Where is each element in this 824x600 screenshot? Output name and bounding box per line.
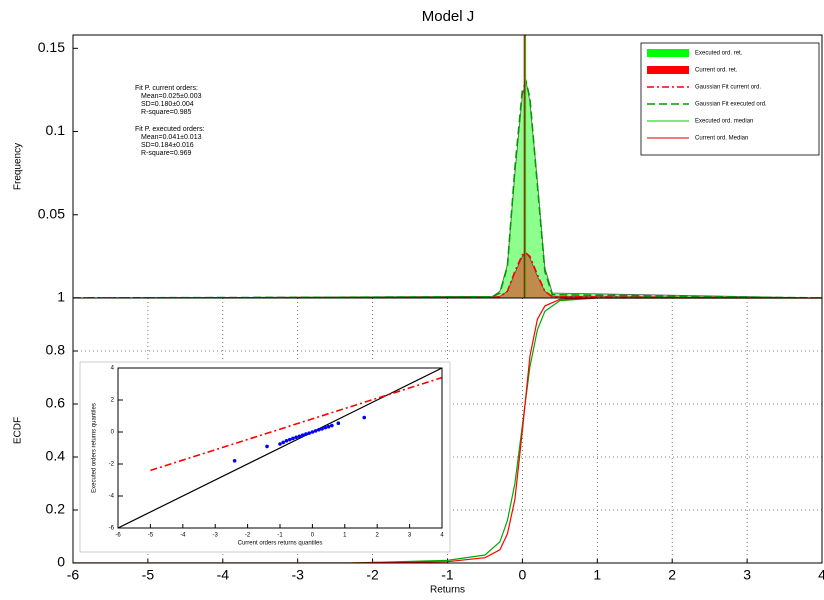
- x-tick-label: -3: [291, 567, 304, 583]
- y-tick-label: 4: [111, 366, 115, 372]
- annotation: Fit P. current orders:: [135, 85, 198, 92]
- series-line: [118, 368, 442, 528]
- point: [281, 440, 286, 445]
- x-tick-label: 0: [519, 567, 527, 583]
- y-tick-label: 0.6: [46, 395, 66, 411]
- x-tick-label: -1: [277, 533, 283, 539]
- x-tick-label: -2: [366, 567, 379, 583]
- point: [362, 415, 367, 420]
- point: [284, 439, 289, 443]
- x-tick-label: 0: [311, 533, 315, 539]
- point: [326, 424, 331, 429]
- y-tick-label: 0.8: [46, 342, 66, 358]
- x-tick-label: -6: [67, 567, 80, 583]
- x-tick-label: 2: [376, 533, 380, 539]
- point: [297, 434, 302, 439]
- legend-label: Executed ord. ret.: [695, 51, 743, 57]
- annotation: R-square=0.985: [141, 109, 192, 116]
- x-tick-label: -4: [180, 533, 186, 539]
- point: [336, 421, 341, 426]
- annotation: SD=0.184±0.016: [141, 142, 194, 149]
- x-tick-label: -6: [115, 533, 121, 539]
- y-tick-label: -2: [109, 462, 115, 468]
- legend-label: Current ord. Median: [695, 136, 748, 142]
- x-tick-label: 3: [408, 533, 412, 539]
- x-tick-label: 3: [743, 567, 751, 583]
- x-tick-label: -1: [441, 567, 454, 583]
- y-tick-label: 0.4: [46, 448, 66, 464]
- y-tick-label: -4: [109, 494, 115, 500]
- legend-box: [640, 42, 820, 156]
- x-tick-label: -5: [148, 533, 154, 539]
- point: [323, 425, 328, 430]
- series-line: [73, 298, 822, 563]
- point: [294, 435, 299, 440]
- x-tick-label: 4: [818, 567, 824, 583]
- series-line: [73, 298, 822, 563]
- x-tick-label: -2: [245, 533, 251, 539]
- plots: 0.05 0.1 0.15 Frequency Fit P. current order…: [13, 34, 824, 596]
- y-tick-label: 0: [111, 430, 115, 436]
- y-tick-label: 0.2: [46, 501, 66, 517]
- legend-label: Current ord. ret.: [695, 68, 738, 74]
- y-tick-label: 2: [111, 398, 115, 404]
- point: [310, 430, 315, 434]
- annotation: Fit P. executed orders:: [135, 126, 205, 133]
- x-tick-label: -5: [142, 567, 155, 583]
- legend-label: Executed ord. median: [695, 119, 753, 125]
- y-tick-label: -6: [109, 526, 115, 532]
- x-axis-label: Returns: [430, 585, 465, 596]
- x-axis-label: Current orders returns quantiles: [238, 541, 323, 547]
- point: [232, 459, 237, 463]
- point: [313, 429, 318, 433]
- point: [265, 444, 269, 449]
- y-axis-label: Frequency: [13, 143, 24, 190]
- y-axis-label: ECDF: [13, 417, 24, 444]
- point: [300, 433, 305, 438]
- y-tick-label: 0.05: [38, 205, 65, 221]
- x-tick-label: -4: [217, 567, 230, 583]
- point: [291, 436, 295, 441]
- legend-label: Gaussian Fit current ord.: [695, 85, 761, 91]
- legend-label: Gaussian Fit executed ord.: [695, 102, 767, 108]
- axes-frame: [117, 367, 443, 529]
- x-tick-label: -3: [213, 533, 219, 539]
- y-tick-label: 1: [57, 289, 65, 305]
- series-line: [73, 252, 822, 298]
- y-axis-label: Executed orders returns quantiles: [92, 403, 98, 493]
- annotation: SD=0.180±0.004: [141, 101, 194, 108]
- series-line: [150, 376, 442, 472]
- annotation: Mean=0.025±0.003: [141, 93, 202, 100]
- point: [307, 431, 311, 435]
- y-tick-label: 0: [57, 554, 65, 570]
- point: [278, 442, 282, 446]
- point: [317, 427, 321, 432]
- chart-title: Model J: [422, 8, 475, 25]
- point: [330, 423, 334, 428]
- x-tick-label: 2: [668, 567, 676, 583]
- annotation: Mean=0.041±0.013: [141, 134, 202, 141]
- x-tick-label: 1: [343, 533, 347, 539]
- x-tick-label: 1: [593, 567, 601, 583]
- inset-background: [79, 361, 451, 553]
- y-tick-label: 0.15: [38, 39, 65, 55]
- y-tick-label: 0.1: [46, 122, 66, 138]
- point: [304, 432, 308, 436]
- annotation: R-square=0.969: [141, 150, 192, 157]
- point: [287, 437, 292, 442]
- point: [320, 427, 324, 431]
- x-tick-label: 4: [440, 533, 444, 539]
- axes-frame: [72, 297, 823, 564]
